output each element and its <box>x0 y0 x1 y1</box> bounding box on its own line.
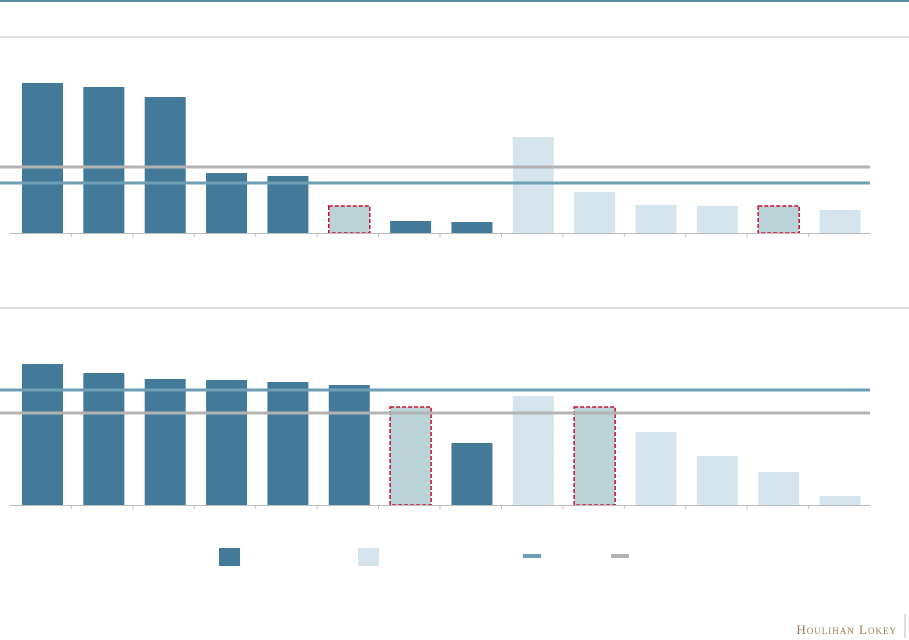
legend-swatch <box>219 548 240 566</box>
legend-line <box>523 554 541 558</box>
highlighted-bar <box>328 205 371 234</box>
highlighted-bar <box>389 406 432 506</box>
bar <box>696 206 738 233</box>
bar <box>451 443 493 505</box>
bar <box>635 205 677 233</box>
bar <box>83 373 125 505</box>
bar <box>574 192 616 233</box>
legend-swatch <box>358 548 379 566</box>
bar <box>267 382 309 505</box>
logo: Houlihan Lokey <box>796 622 897 637</box>
highlighted-bar <box>573 406 616 506</box>
bar <box>819 496 861 505</box>
bar <box>144 97 186 233</box>
bar <box>206 380 248 505</box>
bar <box>328 385 370 505</box>
bar <box>22 364 63 505</box>
bar <box>390 221 432 233</box>
bar <box>512 137 554 233</box>
bar <box>267 176 309 233</box>
legend-line <box>611 554 629 558</box>
bar <box>83 87 125 233</box>
bar <box>696 456 738 505</box>
highlighted-bar <box>757 205 800 234</box>
bar <box>451 222 493 233</box>
bar <box>758 472 800 505</box>
bar <box>635 432 677 505</box>
bar <box>144 379 186 505</box>
bar <box>819 210 861 233</box>
bar <box>22 83 63 233</box>
